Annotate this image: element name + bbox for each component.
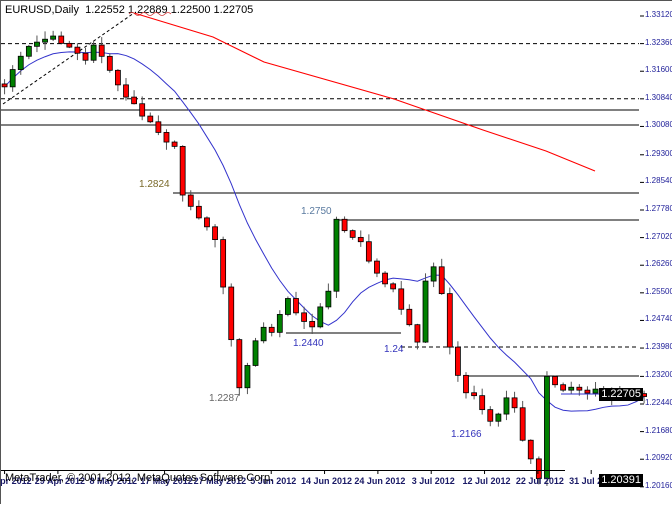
svg-text:1.2166: 1.2166 bbox=[451, 429, 482, 440]
svg-text:1.24: 1.24 bbox=[384, 344, 404, 355]
svg-text:1.2750: 1.2750 bbox=[301, 206, 332, 217]
svg-text:1.2287: 1.2287 bbox=[209, 393, 240, 404]
svg-text:1.2440: 1.2440 bbox=[293, 338, 324, 349]
svg-text:1.2824: 1.2824 bbox=[139, 179, 170, 190]
